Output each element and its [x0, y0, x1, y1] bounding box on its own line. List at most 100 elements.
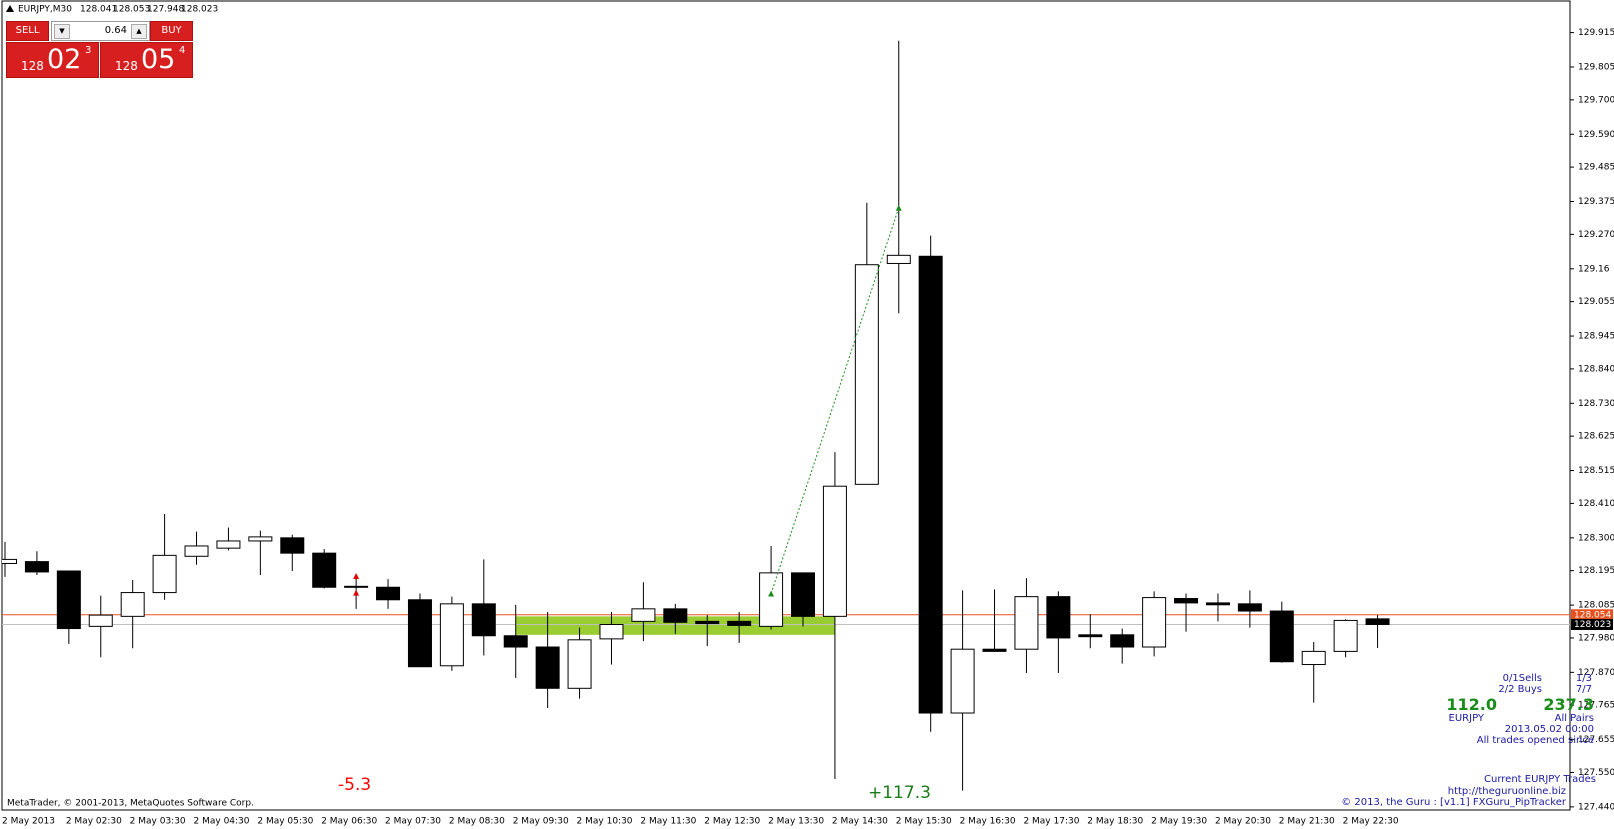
price-label: 128.054 [1574, 610, 1611, 620]
trade-close-marker [353, 589, 360, 596]
y-tick-label: 129.055 [1578, 297, 1614, 307]
candle-body [1110, 634, 1135, 648]
price-label-box [1571, 618, 1613, 630]
candle-body [950, 648, 975, 714]
sells-ratio: 1/3 [1575, 673, 1592, 684]
lot-field[interactable]: ▼ 0.64 ▲ [51, 21, 150, 41]
x-tick-label: 2 May 20:30 [1215, 817, 1271, 827]
lot-down[interactable]: ▼ [54, 24, 70, 39]
tracker-credit: © 2013, the Guru : [v1.1] FXGuru_PipTrac… [1341, 797, 1566, 808]
x-tick-label: 2 May 06:30 [321, 817, 377, 827]
candle-body [982, 648, 1007, 652]
candle-body [1078, 634, 1103, 638]
bid-point: 3 [85, 45, 92, 56]
x-tick-label: 2 May 22:30 [1343, 817, 1399, 827]
x-tick-label: 2 May 2013 [2, 817, 55, 827]
y-tick-label: 127.980 [1578, 633, 1614, 643]
y-tick-label: 129.16 [1578, 264, 1610, 274]
candle-body [759, 572, 784, 627]
candle-body [822, 485, 847, 617]
tracker-title: Current EURJPY Trades [1484, 774, 1596, 785]
annotation: -5.3 [338, 775, 372, 795]
buys-ratio: 7/7 [1575, 684, 1592, 695]
ask-price[interactable]: 128 05 4 [100, 42, 193, 78]
annotation: +117.3 [868, 783, 931, 803]
last-high: 128.053 [113, 5, 150, 15]
x-tick-label: 2 May 13:30 [768, 817, 824, 827]
candle-body [503, 635, 528, 648]
plot-frame [1, 0, 1571, 811]
lot-up[interactable]: ▲ [131, 24, 147, 39]
candle-body [631, 608, 656, 622]
candle-body [1014, 596, 1039, 650]
x-tick-label: 2 May 08:30 [449, 817, 505, 827]
y-tick-label: 128.195 [1578, 566, 1614, 576]
y-tick-label: 128.730 [1578, 399, 1614, 409]
all-pips: 237.3 [1543, 695, 1594, 714]
x-tick-label: 2 May 11:30 [640, 817, 696, 827]
last-low: 127.948 [147, 5, 184, 15]
y-tick-label: 128.410 [1578, 499, 1614, 509]
plot [2, 40, 1570, 791]
candle-body [791, 572, 815, 617]
y-tick-label: 127.655 [1578, 735, 1614, 745]
y-tick-label: 129.485 [1578, 163, 1614, 173]
price-label-box [1571, 609, 1613, 621]
trade-open-marker [768, 590, 775, 597]
candle-body [1046, 596, 1071, 639]
y-tick-label: 128.625 [1578, 432, 1614, 442]
x-tick-label: 2 May 14:30 [832, 817, 888, 827]
candle-body [376, 586, 401, 601]
collapse-icon[interactable] [6, 5, 14, 12]
last-open: 128.041 [80, 5, 117, 15]
candle-body [1301, 650, 1326, 666]
candle-body [1174, 598, 1199, 604]
x-tick-label: 2 May 03:30 [130, 817, 186, 827]
y-tick-label: 129.590 [1578, 130, 1614, 140]
y-tick-label: 129.700 [1578, 95, 1614, 105]
y-tick-label: 128.945 [1578, 332, 1614, 342]
candle-body [727, 620, 752, 626]
candle-body [1205, 602, 1230, 606]
y-tick-label: 128.300 [1578, 533, 1614, 543]
candle-body [120, 592, 145, 617]
price-label: 128.023 [1574, 620, 1611, 630]
candle-body [2, 558, 17, 564]
candle-body [152, 554, 177, 594]
candle-body [663, 608, 688, 623]
candle-body [1237, 603, 1262, 612]
bid-price[interactable]: 128 02 3 [6, 42, 99, 78]
x-tick-label: 2 May 10:30 [577, 817, 633, 827]
sell-button[interactable]: SELL [6, 21, 49, 41]
x-tick-label: 2 May 17:30 [1023, 817, 1079, 827]
candle-body [1333, 619, 1358, 652]
buys: 2/2 Buys [1498, 684, 1542, 695]
y-tick-label: 127.765 [1578, 701, 1614, 711]
candle-body [312, 552, 337, 588]
x-tick-label: 2 May 02:30 [66, 817, 122, 827]
x-tick-label: 2 May 09:30 [513, 817, 569, 827]
candle-body [886, 254, 911, 264]
candle-body [439, 603, 464, 667]
candle-body [216, 540, 241, 549]
since-label: All trades opened since [1476, 735, 1594, 746]
y-tick-label: 128.515 [1578, 466, 1614, 476]
x-tick-label: 2 May 21:30 [1279, 817, 1335, 827]
x-tick-label: 2 May 07:30 [385, 817, 441, 827]
trade-panel: SELL ▼ 0.64 ▲ BUY 128 02 3 128 05 4 [6, 21, 193, 78]
last-close: 128.023 [181, 5, 218, 15]
buy-button[interactable]: BUY [150, 21, 193, 41]
candle-body [567, 639, 592, 689]
y-tick-label: 129.805 [1578, 63, 1614, 73]
candle-body [854, 264, 879, 485]
candle-body [88, 614, 113, 627]
trade-open-marker [353, 572, 360, 579]
y-tick-label: 129.270 [1578, 230, 1614, 240]
x-tick-label: 2 May 04:30 [194, 817, 250, 827]
y-tick-label: 127.550 [1578, 768, 1614, 778]
candle-body [1142, 597, 1167, 648]
trade-close-marker [895, 204, 902, 211]
x-tick-label: 2 May 12:30 [704, 817, 760, 827]
candle-body [407, 599, 432, 668]
